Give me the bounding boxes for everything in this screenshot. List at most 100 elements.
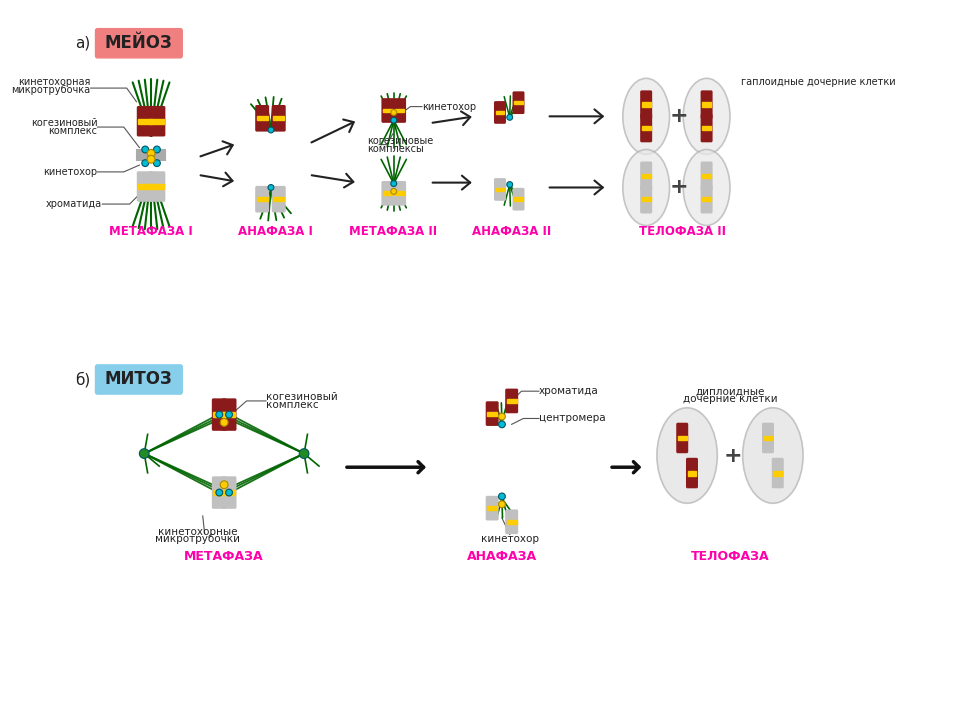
Circle shape	[498, 501, 505, 508]
Circle shape	[498, 413, 505, 420]
FancyBboxPatch shape	[256, 186, 268, 212]
FancyBboxPatch shape	[394, 99, 405, 122]
Circle shape	[498, 493, 505, 500]
FancyBboxPatch shape	[382, 99, 394, 122]
Bar	[507, 399, 516, 403]
Text: МЕЙОЗ: МЕЙОЗ	[105, 35, 172, 53]
Circle shape	[220, 481, 228, 489]
FancyBboxPatch shape	[641, 91, 651, 118]
Text: комплексы: комплексы	[368, 143, 424, 153]
Circle shape	[216, 411, 223, 418]
Bar	[702, 126, 711, 130]
Text: +: +	[670, 178, 688, 197]
FancyBboxPatch shape	[514, 189, 523, 210]
Bar	[257, 197, 268, 202]
Text: МЕТАФАЗА II: МЕТАФАЗА II	[348, 225, 437, 238]
Text: +: +	[670, 107, 688, 126]
Bar	[642, 197, 651, 202]
Ellipse shape	[623, 150, 669, 225]
Text: МИТОЗ: МИТОЗ	[105, 371, 172, 389]
Text: дочерние клетки: дочерние клетки	[683, 394, 778, 404]
Bar	[507, 520, 516, 523]
FancyBboxPatch shape	[95, 29, 182, 58]
Ellipse shape	[623, 78, 669, 154]
FancyBboxPatch shape	[223, 477, 235, 508]
FancyBboxPatch shape	[494, 179, 505, 200]
Text: хроматида: хроматида	[539, 386, 599, 396]
FancyBboxPatch shape	[273, 106, 285, 131]
FancyBboxPatch shape	[213, 399, 226, 430]
FancyBboxPatch shape	[487, 497, 498, 520]
FancyBboxPatch shape	[394, 182, 405, 205]
Text: АНАФАЗА I: АНАФАЗА I	[238, 225, 313, 238]
Bar	[763, 436, 773, 441]
Bar	[383, 109, 393, 112]
Text: центромера: центромера	[539, 413, 606, 423]
Ellipse shape	[684, 150, 730, 225]
Circle shape	[154, 160, 160, 166]
FancyBboxPatch shape	[150, 172, 164, 201]
Circle shape	[220, 418, 228, 426]
Text: кинетохорные: кинетохорные	[158, 526, 237, 536]
FancyBboxPatch shape	[256, 106, 268, 131]
FancyBboxPatch shape	[223, 399, 235, 430]
Text: кинетохорная: кинетохорная	[18, 77, 90, 87]
Bar	[257, 116, 268, 120]
FancyBboxPatch shape	[763, 423, 773, 452]
FancyBboxPatch shape	[686, 459, 697, 487]
Bar	[515, 101, 523, 104]
Text: хроматида: хроматида	[46, 199, 103, 209]
FancyBboxPatch shape	[702, 114, 711, 142]
Circle shape	[154, 146, 160, 153]
FancyBboxPatch shape	[506, 390, 517, 413]
Text: кинетохор: кинетохор	[43, 167, 98, 177]
FancyBboxPatch shape	[150, 107, 164, 135]
Text: микротрубочка: микротрубочка	[12, 85, 90, 95]
Circle shape	[226, 411, 232, 418]
Text: АНАФАЗА: АНАФАЗА	[467, 550, 537, 563]
Bar	[515, 197, 523, 201]
Circle shape	[142, 146, 149, 153]
FancyBboxPatch shape	[487, 402, 498, 425]
Circle shape	[216, 489, 223, 496]
Bar	[213, 490, 226, 495]
FancyBboxPatch shape	[137, 107, 153, 135]
Circle shape	[391, 117, 396, 123]
Ellipse shape	[684, 78, 730, 154]
Text: а): а)	[75, 36, 90, 50]
Text: когезиновый: когезиновый	[31, 118, 98, 128]
Bar	[383, 192, 393, 195]
Bar	[642, 102, 651, 107]
FancyBboxPatch shape	[494, 102, 505, 123]
Bar	[150, 119, 164, 124]
Text: когезиновый: когезиновый	[266, 392, 338, 402]
Circle shape	[147, 156, 155, 163]
FancyBboxPatch shape	[382, 182, 394, 205]
Text: ТЕЛОФАЗА: ТЕЛОФАЗА	[690, 550, 769, 563]
Bar	[223, 490, 235, 495]
Circle shape	[142, 160, 149, 166]
Circle shape	[507, 181, 513, 187]
Circle shape	[300, 449, 309, 459]
Ellipse shape	[743, 408, 804, 503]
Text: МЕТАФАЗА: МЕТАФАЗА	[184, 550, 264, 563]
Text: когезиновые: когезиновые	[368, 135, 434, 145]
Bar	[702, 102, 711, 107]
FancyBboxPatch shape	[677, 423, 687, 452]
Bar	[495, 111, 504, 114]
FancyBboxPatch shape	[213, 477, 226, 508]
Bar	[395, 192, 404, 195]
Bar	[138, 119, 152, 124]
Text: комплекс: комплекс	[266, 400, 319, 410]
FancyBboxPatch shape	[641, 162, 651, 189]
Circle shape	[226, 489, 232, 496]
Circle shape	[507, 114, 513, 120]
Text: б): б)	[75, 372, 90, 387]
Bar	[488, 506, 497, 510]
Bar	[495, 188, 504, 192]
Bar	[774, 471, 782, 475]
Bar	[687, 471, 696, 475]
FancyBboxPatch shape	[641, 114, 651, 142]
Text: комплекс: комплекс	[48, 126, 98, 136]
Text: кинетохор: кинетохор	[481, 534, 539, 544]
